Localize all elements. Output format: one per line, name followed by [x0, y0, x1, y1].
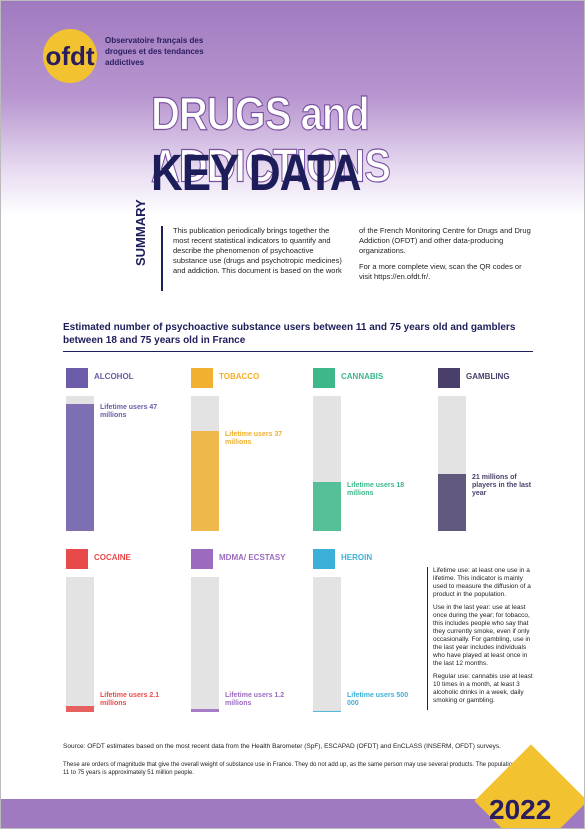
- bar: [438, 474, 466, 531]
- note: These are orders of magnitude that give …: [63, 761, 533, 777]
- icon: [66, 549, 88, 569]
- legend-item: Regular use: cannabis use at least 10 ti…: [433, 673, 533, 705]
- summary-text: This publication periodically brings tog…: [173, 226, 533, 296]
- bar-label: Lifetime users 47 millions: [100, 404, 170, 420]
- legend: Lifetime use: at least one use in a life…: [427, 567, 533, 710]
- panel-name: TOBACCO: [219, 372, 289, 381]
- divider: [161, 226, 163, 291]
- bar: [313, 711, 341, 712]
- panel-name: COCAINE: [94, 553, 164, 562]
- divider: [63, 351, 533, 352]
- chart-title: Estimated number of psychoactive substan…: [63, 321, 533, 347]
- legend-item: Use in the last year: use at least once …: [433, 604, 533, 668]
- logo-caption: Observatoire français des drogues et des…: [105, 35, 215, 68]
- icon: [66, 368, 88, 388]
- logo: ofdt: [43, 29, 97, 83]
- bar: [191, 709, 219, 712]
- icon: [191, 549, 213, 569]
- icon: [438, 368, 460, 388]
- summary-heading: SUMMARY: [133, 196, 148, 266]
- panel-name: HEROIN: [341, 553, 411, 562]
- bar-track: [66, 577, 94, 712]
- bar: [313, 482, 341, 531]
- year: 2022: [489, 794, 551, 826]
- bar-label: Lifetime users 18 millions: [347, 482, 417, 498]
- bar-label: Lifetime users 500 000: [347, 692, 417, 708]
- icon: [313, 549, 335, 569]
- page: ofdt Observatoire français des drogues e…: [0, 0, 585, 829]
- paragraph: For a more complete view, scan the QR co…: [359, 262, 533, 282]
- bar: [66, 404, 94, 531]
- bar-track: [313, 577, 341, 712]
- subtitle: KEY DATA: [151, 145, 361, 203]
- bar-label: Lifetime users 2.1 millions: [100, 692, 170, 708]
- bar-track: [191, 577, 219, 712]
- icon: [313, 368, 335, 388]
- icon: [191, 368, 213, 388]
- panel-name: GAMBLING: [466, 372, 536, 381]
- bar: [191, 431, 219, 531]
- panel-name: ALCOHOL: [94, 372, 164, 381]
- bar: [66, 706, 94, 712]
- legend-item: Lifetime use: at least one use in a life…: [433, 567, 533, 599]
- source: Source: OFDT estimates based on the most…: [63, 743, 533, 750]
- bar-label: Lifetime users 1.2 millions: [225, 692, 295, 708]
- panel-name: MDMA/ ECSTASY: [219, 553, 289, 562]
- bar-label: 21 millions of players in the last year: [472, 474, 542, 498]
- panel-name: CANNABIS: [341, 372, 411, 381]
- bar-label: Lifetime users 37 millions: [225, 431, 295, 447]
